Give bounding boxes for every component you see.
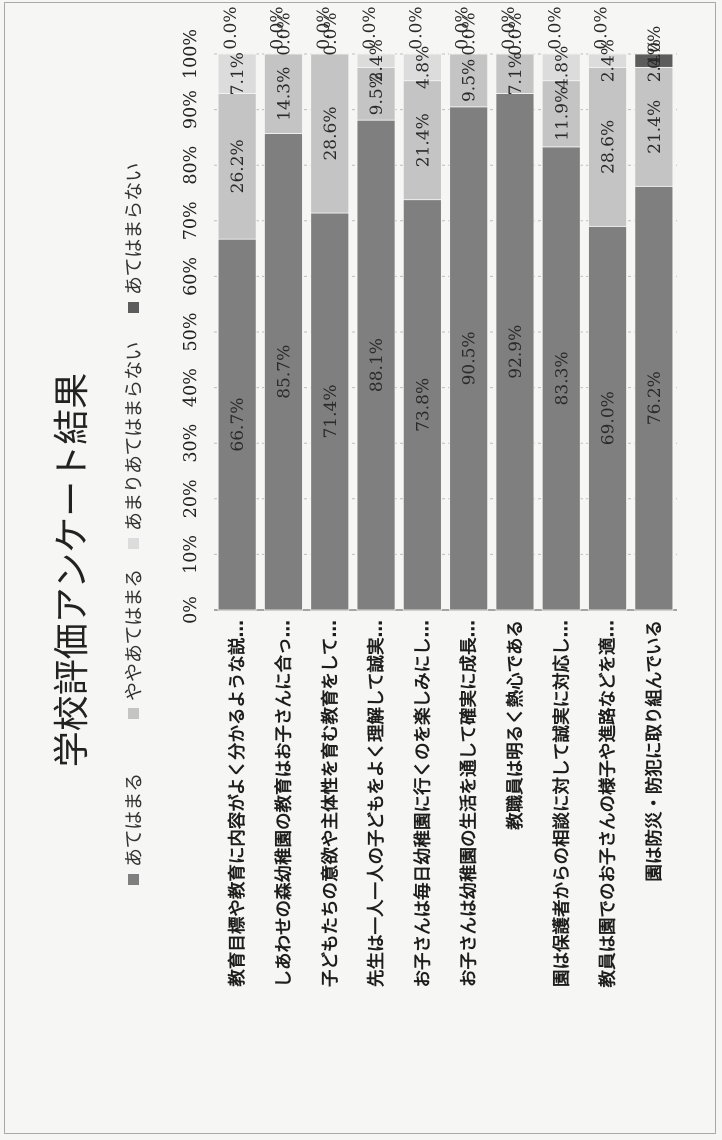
data-label: 7.1% <box>506 52 526 95</box>
data-label: 83.3% <box>552 351 572 405</box>
category-label: お子さんは毎日幼稚園に行くのを楽しみにし… <box>412 620 433 988</box>
data-label: 0.0% <box>406 6 426 49</box>
data-label: 26.2% <box>228 139 248 193</box>
data-label: 0.0% <box>460 12 480 55</box>
axis-tick-label: 30% <box>181 424 201 463</box>
bar-segment <box>541 53 581 82</box>
data-label: 0.0% <box>314 6 334 49</box>
bar-segment <box>588 53 627 68</box>
axis-tick-label: 0% <box>181 596 201 624</box>
data-label: 0.0% <box>267 6 287 49</box>
legend-label: ややあてはまる <box>123 569 145 701</box>
data-label: 88.1% <box>367 338 387 392</box>
legend-label: あてはまらない <box>123 163 145 295</box>
data-label: 0.0% <box>274 12 294 55</box>
bar-segment <box>449 53 489 108</box>
bar-segment <box>634 53 674 68</box>
axis-tick-label: 10% <box>181 535 201 574</box>
bars <box>217 53 674 611</box>
bar-segment <box>217 53 257 94</box>
data-label: 66.7% <box>228 398 248 452</box>
data-label: 0.0% <box>360 6 380 49</box>
data-label: 28.6% <box>321 107 341 161</box>
axis-tick-label: 20% <box>181 479 201 518</box>
data-label: 76.2% <box>645 371 665 425</box>
axis-tick-label: 90% <box>181 90 201 129</box>
data-label: 0.0% <box>645 26 665 69</box>
legend-label: あまりあてはまらない <box>123 342 145 531</box>
data-label: 71.4% <box>321 385 341 439</box>
legend-label: あてはまる <box>123 773 145 867</box>
data-labels: 66.7%26.2%7.1%0.0%85.7%14.3%0.0%0.0%71.4… <box>221 6 665 451</box>
legend-swatch <box>128 874 139 885</box>
data-label: 9.5% <box>460 59 480 102</box>
category-label: 園は防災・防犯に取り組んでいる <box>644 620 665 882</box>
data-label: 7.1% <box>228 52 248 95</box>
category-label: しあわせの森幼稚園の教育はお子さんに合っ… <box>273 620 294 988</box>
data-label: 28.6% <box>599 120 619 174</box>
data-label: 4.8% <box>552 46 572 89</box>
bar-segment <box>310 53 350 214</box>
data-label: 0.0% <box>321 12 341 55</box>
bar-segment <box>495 53 535 94</box>
bar-segment <box>402 53 442 82</box>
data-label: 85.7% <box>274 345 294 399</box>
axis-tick-label: 80% <box>181 146 201 185</box>
legend: あてはまる ややあてはまる あまりあてはまらない あてはまらない <box>123 163 145 885</box>
chart-rotated-group: 学校評価アンケート結果 あてはまる ややあてはまる あまりあてはまらない あてはまらな… <box>52 6 677 989</box>
data-label: 0.0% <box>221 6 241 49</box>
legend-swatch <box>128 302 139 313</box>
data-label: 0.0% <box>506 12 526 55</box>
legend-swatch <box>128 538 139 549</box>
data-label: 0.0% <box>545 6 565 49</box>
axis-tick-label: 60% <box>181 257 201 296</box>
category-label: 子どもたちの意欲や主体性を育む教育をして… <box>320 620 341 987</box>
data-label: 92.9% <box>506 325 526 379</box>
data-label: 0.0% <box>592 6 612 49</box>
data-label: 21.4% <box>645 100 665 154</box>
axis-tick-label: 100% <box>181 29 201 79</box>
data-label: 0.0% <box>499 6 519 49</box>
data-label: 2.4% <box>367 39 387 82</box>
category-label: 教育目標や教育に内容がよく分かるような説… <box>227 620 248 988</box>
category-labels: 教育目標や教育に内容がよく分かるような説… しあわせの森幼稚園の教育はお子さんに合… <box>227 620 665 989</box>
axis-tick-label: 50% <box>181 313 201 352</box>
data-label: 11.9% <box>552 87 572 141</box>
chart-frame <box>4 2 716 1134</box>
data-label: 69.0% <box>599 391 619 445</box>
data-label: 9.5% <box>367 72 387 115</box>
data-label: 0.0% <box>453 6 473 49</box>
data-label: 4.8% <box>413 46 433 89</box>
axis-tick-label: 70% <box>181 201 201 240</box>
data-label: 90.5% <box>460 331 480 385</box>
axis-tick-label: 40% <box>181 368 201 407</box>
category-label: 園は保護者からの相談に対して誠実に対応し… <box>551 620 572 987</box>
data-label: 21.4% <box>413 113 433 167</box>
data-label: 14.3% <box>274 67 294 121</box>
legend-swatch <box>128 708 139 719</box>
category-label: お子さんは幼稚園の生活を通して確実に成長… <box>459 620 480 987</box>
axis-tick-labels: 0% 10% 20% 30% 40% 50% 60% 70% 80% 90% 100% <box>181 29 201 624</box>
data-label: 2.4% <box>645 39 665 82</box>
category-label: 先生は一人一人の子どもをよく理解して誠実… <box>366 620 387 987</box>
bar-segment <box>264 53 303 134</box>
category-label: 教員は園でのお子さんの様子や進路などを適… <box>598 620 619 989</box>
category-label: 教職員は明るく熱心である <box>505 620 526 831</box>
data-label: 73.8% <box>413 378 433 432</box>
chart-title: 学校評価アンケート結果 <box>52 373 93 768</box>
bar-segment <box>356 53 396 68</box>
data-label: 2.4% <box>599 39 619 82</box>
